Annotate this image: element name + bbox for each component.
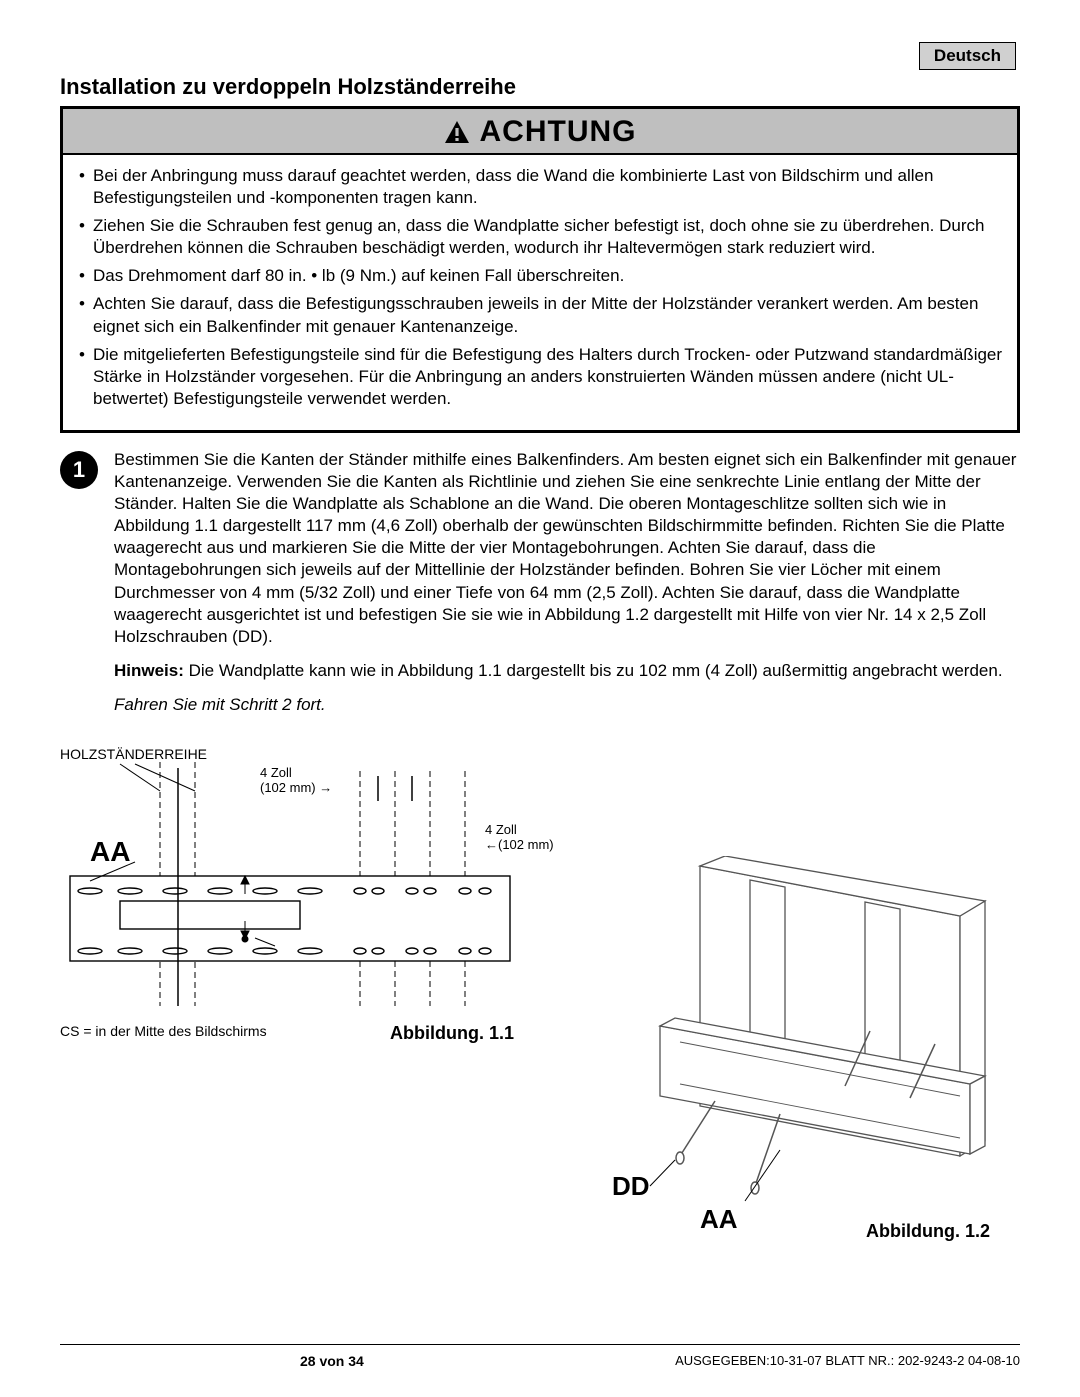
page-title: Installation zu verdoppeln Holzständerre… bbox=[60, 74, 1020, 100]
caution-title: ACHTUNG bbox=[480, 115, 637, 149]
figure-1-2-diagram bbox=[620, 856, 1020, 1216]
step-hinweis: Hinweis: Die Wandplatte kann wie in Abbi… bbox=[114, 660, 1020, 682]
caution-header: ACHTUNG bbox=[63, 109, 1017, 155]
part-label-aa: AA bbox=[700, 1204, 738, 1235]
step-text: Bestimmen Sie die Kanten der Ständer mit… bbox=[114, 449, 1020, 728]
footer-meta: AUSGEGEBEN:10-31-07 BLATT NR.: 202-9243-… bbox=[675, 1353, 1020, 1369]
part-label-dd: DD bbox=[612, 1171, 650, 1202]
page-footer: 28 von 34 AUSGEGEBEN:10-31-07 BLATT NR.:… bbox=[60, 1344, 1020, 1369]
caution-item: Achten Sie darauf, dass die Befestigungs… bbox=[77, 293, 1003, 337]
figures-area: HOLZSTÄNDERREIHE AA 4 Zoll(102 mm) → 4 Z… bbox=[60, 746, 1020, 1266]
caution-item: Die mitgelieferten Befestigungsteile sin… bbox=[77, 344, 1003, 410]
caution-item: Ziehen Sie die Schrauben fest genug an, … bbox=[77, 215, 1003, 259]
step-row: 1 Bestimmen Sie die Kanten der Ständer m… bbox=[60, 449, 1020, 728]
figure-1-2-label: Abbildung. 1.2 bbox=[866, 1221, 990, 1242]
step-number-badge: 1 bbox=[60, 451, 98, 489]
step-continue: Fahren Sie mit Schritt 2 fort. bbox=[114, 694, 1020, 716]
caution-body: Bei der Anbringung muss darauf geachtet … bbox=[63, 155, 1017, 430]
figure-1-1-label: Abbildung. 1.1 bbox=[390, 1023, 514, 1044]
hinweis-text: Die Wandplatte kann wie in Abbildung 1.1… bbox=[184, 661, 1003, 680]
caution-item: Bei der Anbringung muss darauf geachtet … bbox=[77, 165, 1003, 209]
caution-box: ACHTUNG Bei der Anbringung muss darauf g… bbox=[60, 106, 1020, 433]
figure-1-1-diagram bbox=[60, 746, 560, 1016]
caution-item: Das Drehmoment darf 80 in. • lb (9 Nm.) … bbox=[77, 265, 1003, 287]
page: Deutsch Installation zu verdoppeln Holzs… bbox=[0, 0, 1080, 1397]
step-main-text: Bestimmen Sie die Kanten der Ständer mit… bbox=[114, 449, 1020, 648]
hinweis-label: Hinweis: bbox=[114, 661, 184, 680]
cs-footnote: CS = in der Mitte des Bildschirms bbox=[60, 1023, 267, 1039]
page-number: 28 von 34 bbox=[300, 1353, 364, 1369]
language-badge: Deutsch bbox=[919, 42, 1016, 70]
warning-icon bbox=[444, 120, 470, 144]
